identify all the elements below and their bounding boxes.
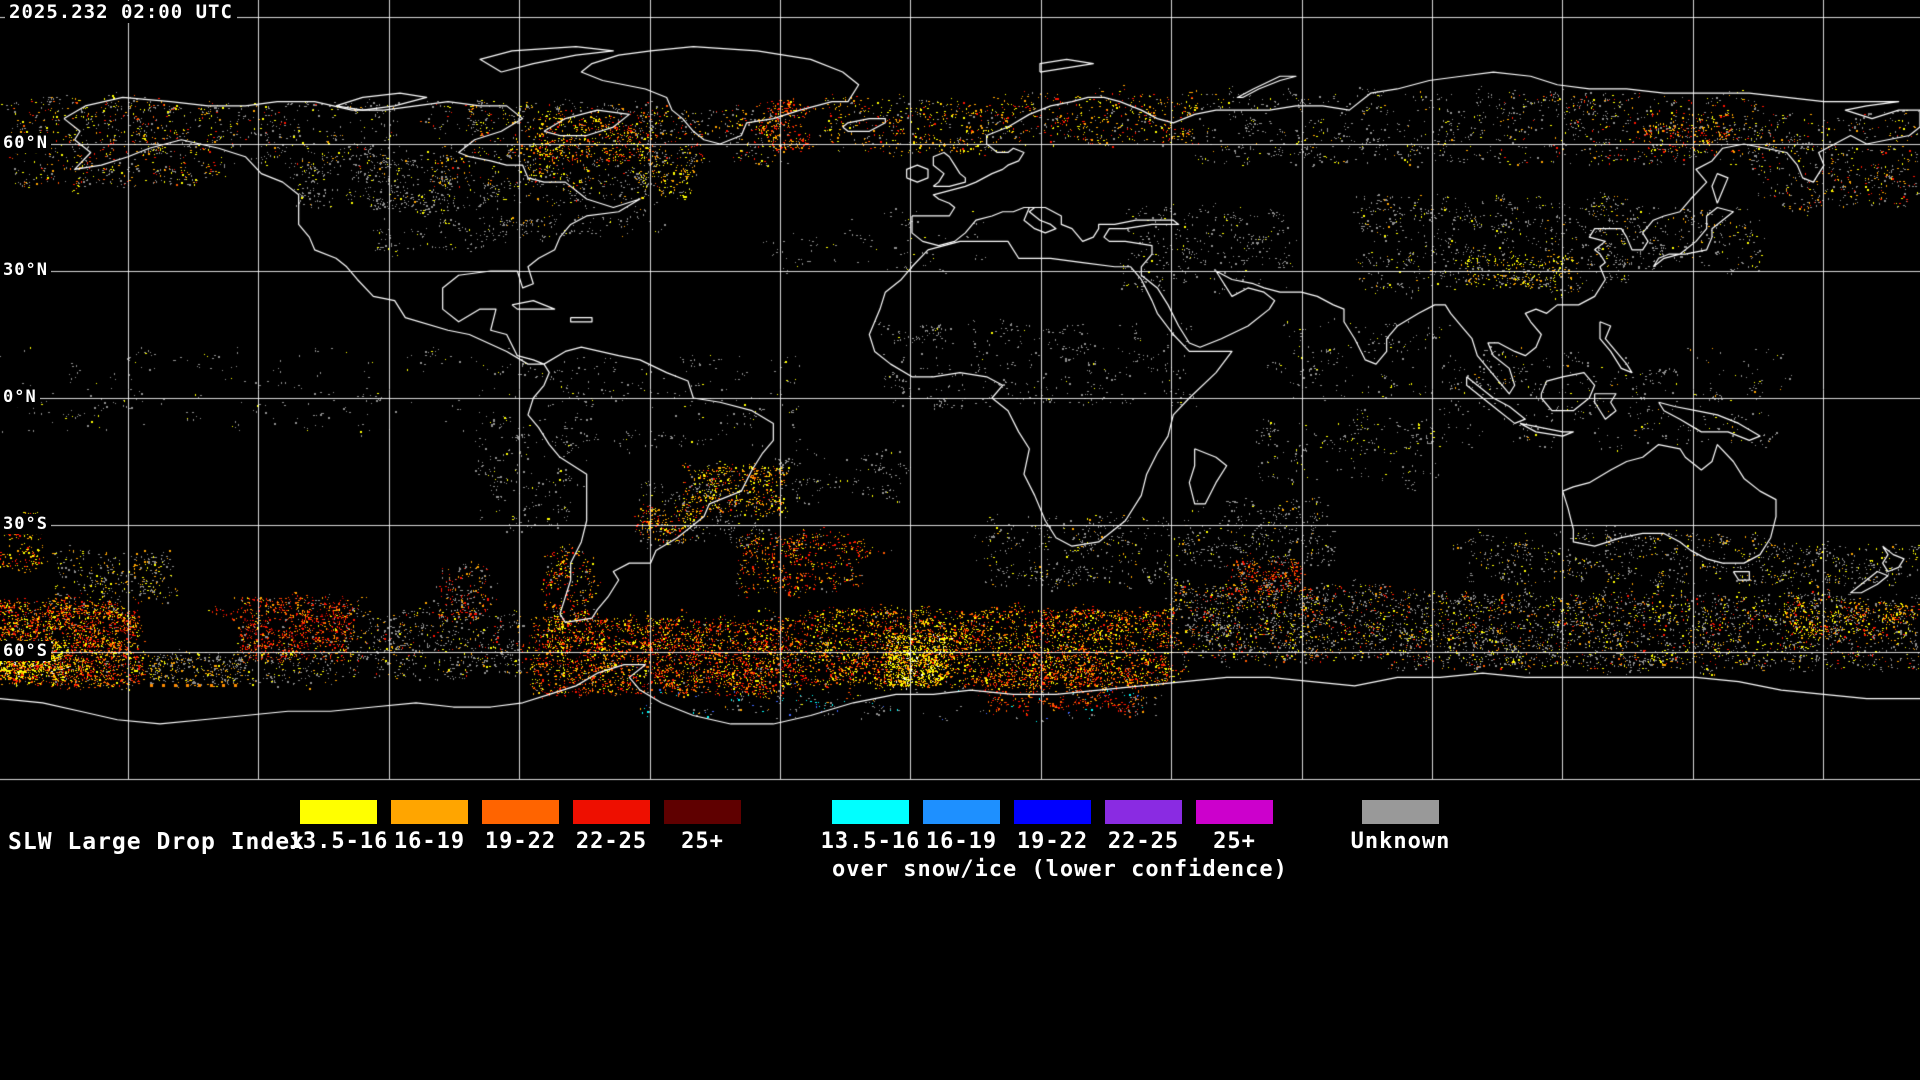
slw-label-0: 13.5-16 xyxy=(288,829,389,854)
legend-snow-bins: 13.5-16 16-19 19-22 22-25 25+ xyxy=(821,800,1273,854)
snow-bin-0: 13.5-16 xyxy=(821,800,919,854)
snow-label-3: 22-25 xyxy=(1107,829,1180,854)
legend-unknown-swatch xyxy=(1362,800,1439,824)
slw-label-4: 25+ xyxy=(681,829,724,854)
slw-swatch-4 xyxy=(664,800,741,824)
slw-bin-2: 19-22 xyxy=(482,800,559,854)
snow-swatch-0 xyxy=(832,800,909,824)
snow-label-0: 13.5-16 xyxy=(820,829,921,854)
legend: SLW Large Drop Index 13.5-16 16-19 19-22 22… xyxy=(0,779,1920,1080)
slw-bin-1: 16-19 xyxy=(391,800,468,854)
slw-bin-0: 13.5-16 xyxy=(289,800,387,854)
slw-bin-4: 25+ xyxy=(664,800,741,854)
snow-swatch-4 xyxy=(1196,800,1273,824)
snow-bin-1: 16-19 xyxy=(923,800,1000,854)
snow-swatch-1 xyxy=(923,800,1000,824)
snow-label-2: 19-22 xyxy=(1016,829,1089,854)
slw-swatch-1 xyxy=(391,800,468,824)
lat-label-2: 0°N xyxy=(0,387,40,407)
legend-unknown-bin: Unknown xyxy=(1351,800,1449,854)
slw-swatch-0 xyxy=(300,800,377,824)
snow-bin-3: 22-25 xyxy=(1105,800,1182,854)
slw-swatch-2 xyxy=(482,800,559,824)
snow-bin-2: 19-22 xyxy=(1014,800,1091,854)
snow-swatch-2 xyxy=(1014,800,1091,824)
legend-title: SLW Large Drop Index xyxy=(8,829,305,855)
slw-label-1: 16-19 xyxy=(393,829,466,854)
slw-label-2: 19-22 xyxy=(484,829,557,854)
legend-slw-group: 13.5-16 16-19 19-22 22-25 25+ xyxy=(289,800,741,854)
slw-swatch-3 xyxy=(573,800,650,824)
legend-snow-group: 13.5-16 16-19 19-22 22-25 25+ over snow/ice … xyxy=(821,800,1288,882)
legend-unknown-group: Unknown xyxy=(1351,800,1449,854)
slw-bin-3: 22-25 xyxy=(573,800,650,854)
lat-label-3: 30°S xyxy=(0,514,51,534)
lat-label-4: 60°S xyxy=(0,641,51,661)
legend-snow-caption: over snow/ice (lower confidence) xyxy=(832,857,1288,882)
snow-label-4: 25+ xyxy=(1213,829,1256,854)
lat-label-1: 30°N xyxy=(0,260,51,280)
lat-label-0: 60°N xyxy=(0,133,51,153)
snow-label-1: 16-19 xyxy=(925,829,998,854)
snow-bin-4: 25+ xyxy=(1196,800,1273,854)
timestamp: 2025.232 02:00 UTC xyxy=(5,1,237,23)
legend-unknown-label: Unknown xyxy=(1350,829,1451,854)
snow-swatch-3 xyxy=(1105,800,1182,824)
legend-slw-bins: 13.5-16 16-19 19-22 22-25 25+ xyxy=(289,800,741,854)
slw-label-3: 22-25 xyxy=(575,829,648,854)
